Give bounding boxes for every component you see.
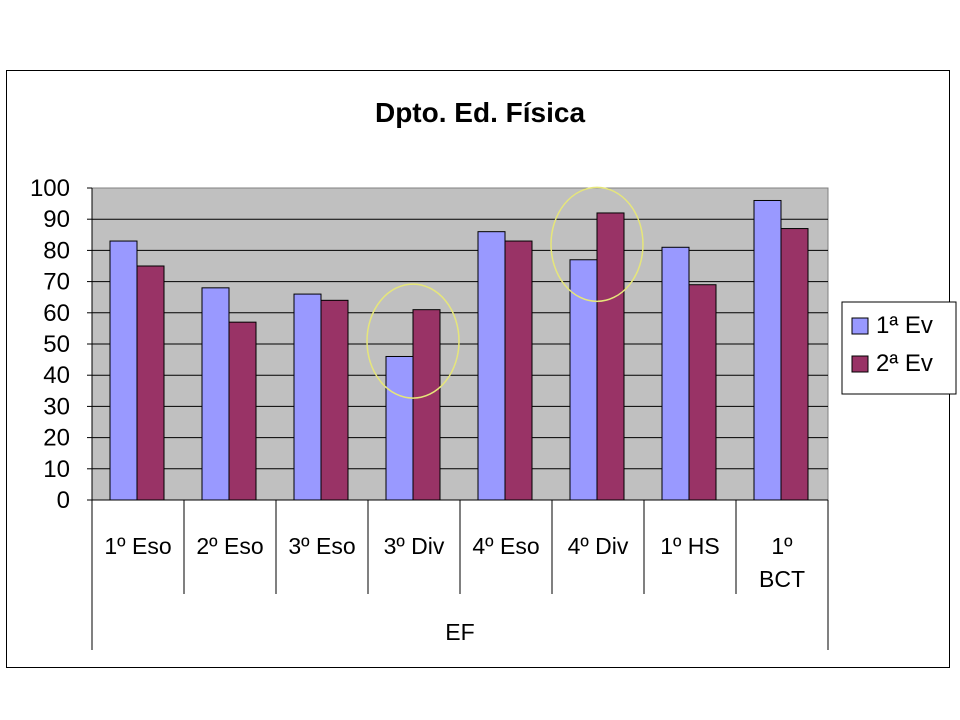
legend: 1ª Ev 2ª Ev — [841, 301, 957, 395]
bars — [109, 199, 809, 501]
y-tick-label: 60 — [43, 300, 70, 327]
category-axis: 1º Eso 2º Eso 3º Eso 3º Div 4º Eso 4º Div 1º H… — [91, 500, 829, 650]
y-tick-label: 100 — [30, 175, 70, 202]
bar — [136, 265, 165, 501]
bar — [504, 240, 533, 501]
category-label: 1º HS — [660, 533, 720, 559]
bar — [661, 246, 690, 501]
category-label: 3º Eso — [288, 533, 355, 559]
y-tick-label: 90 — [43, 206, 70, 233]
bar — [201, 287, 230, 501]
chart-title: Dpto. Ed. Física — [375, 97, 585, 128]
bar — [109, 240, 138, 501]
y-tick-label: 80 — [43, 237, 70, 264]
bar — [385, 355, 414, 501]
category-label: 4º Eso — [472, 533, 539, 559]
category-label: 1º Eso — [104, 533, 171, 559]
legend-label: 1ª Ev — [876, 312, 933, 339]
legend-box — [841, 301, 957, 395]
legend-swatch — [851, 317, 869, 335]
bar — [412, 309, 441, 501]
bar — [780, 228, 809, 501]
bar — [596, 212, 625, 501]
legend-swatch — [851, 355, 869, 373]
group-label: EF — [445, 619, 474, 645]
y-tick-label: 0 — [57, 487, 70, 514]
category-label: 2º Eso — [196, 533, 263, 559]
category-label: 1º — [771, 533, 793, 559]
legend-label: 2ª Ev — [876, 350, 933, 377]
y-tick-label: 30 — [43, 393, 70, 420]
y-tick-label: 20 — [43, 425, 70, 452]
y-tick-label: 40 — [43, 362, 70, 389]
bar — [228, 321, 257, 501]
y-tick-label: 10 — [43, 456, 70, 483]
bar — [320, 299, 349, 501]
highlight-circles — [366, 186, 644, 399]
axes: 0 10 20 30 40 50 60 70 80 90 100 — [30, 175, 828, 514]
y-tick-label: 50 — [43, 331, 70, 358]
bar — [477, 231, 506, 501]
category-label: 3º Div — [384, 533, 445, 559]
bar — [753, 199, 782, 501]
category-label: 4º Div — [568, 533, 629, 559]
bar — [688, 284, 717, 501]
highlight-circle — [366, 283, 460, 399]
bar — [293, 293, 322, 501]
category-label: BCT — [759, 566, 805, 592]
highlight-circle — [550, 186, 644, 303]
y-tick-label: 70 — [43, 269, 70, 296]
bar — [569, 259, 598, 501]
